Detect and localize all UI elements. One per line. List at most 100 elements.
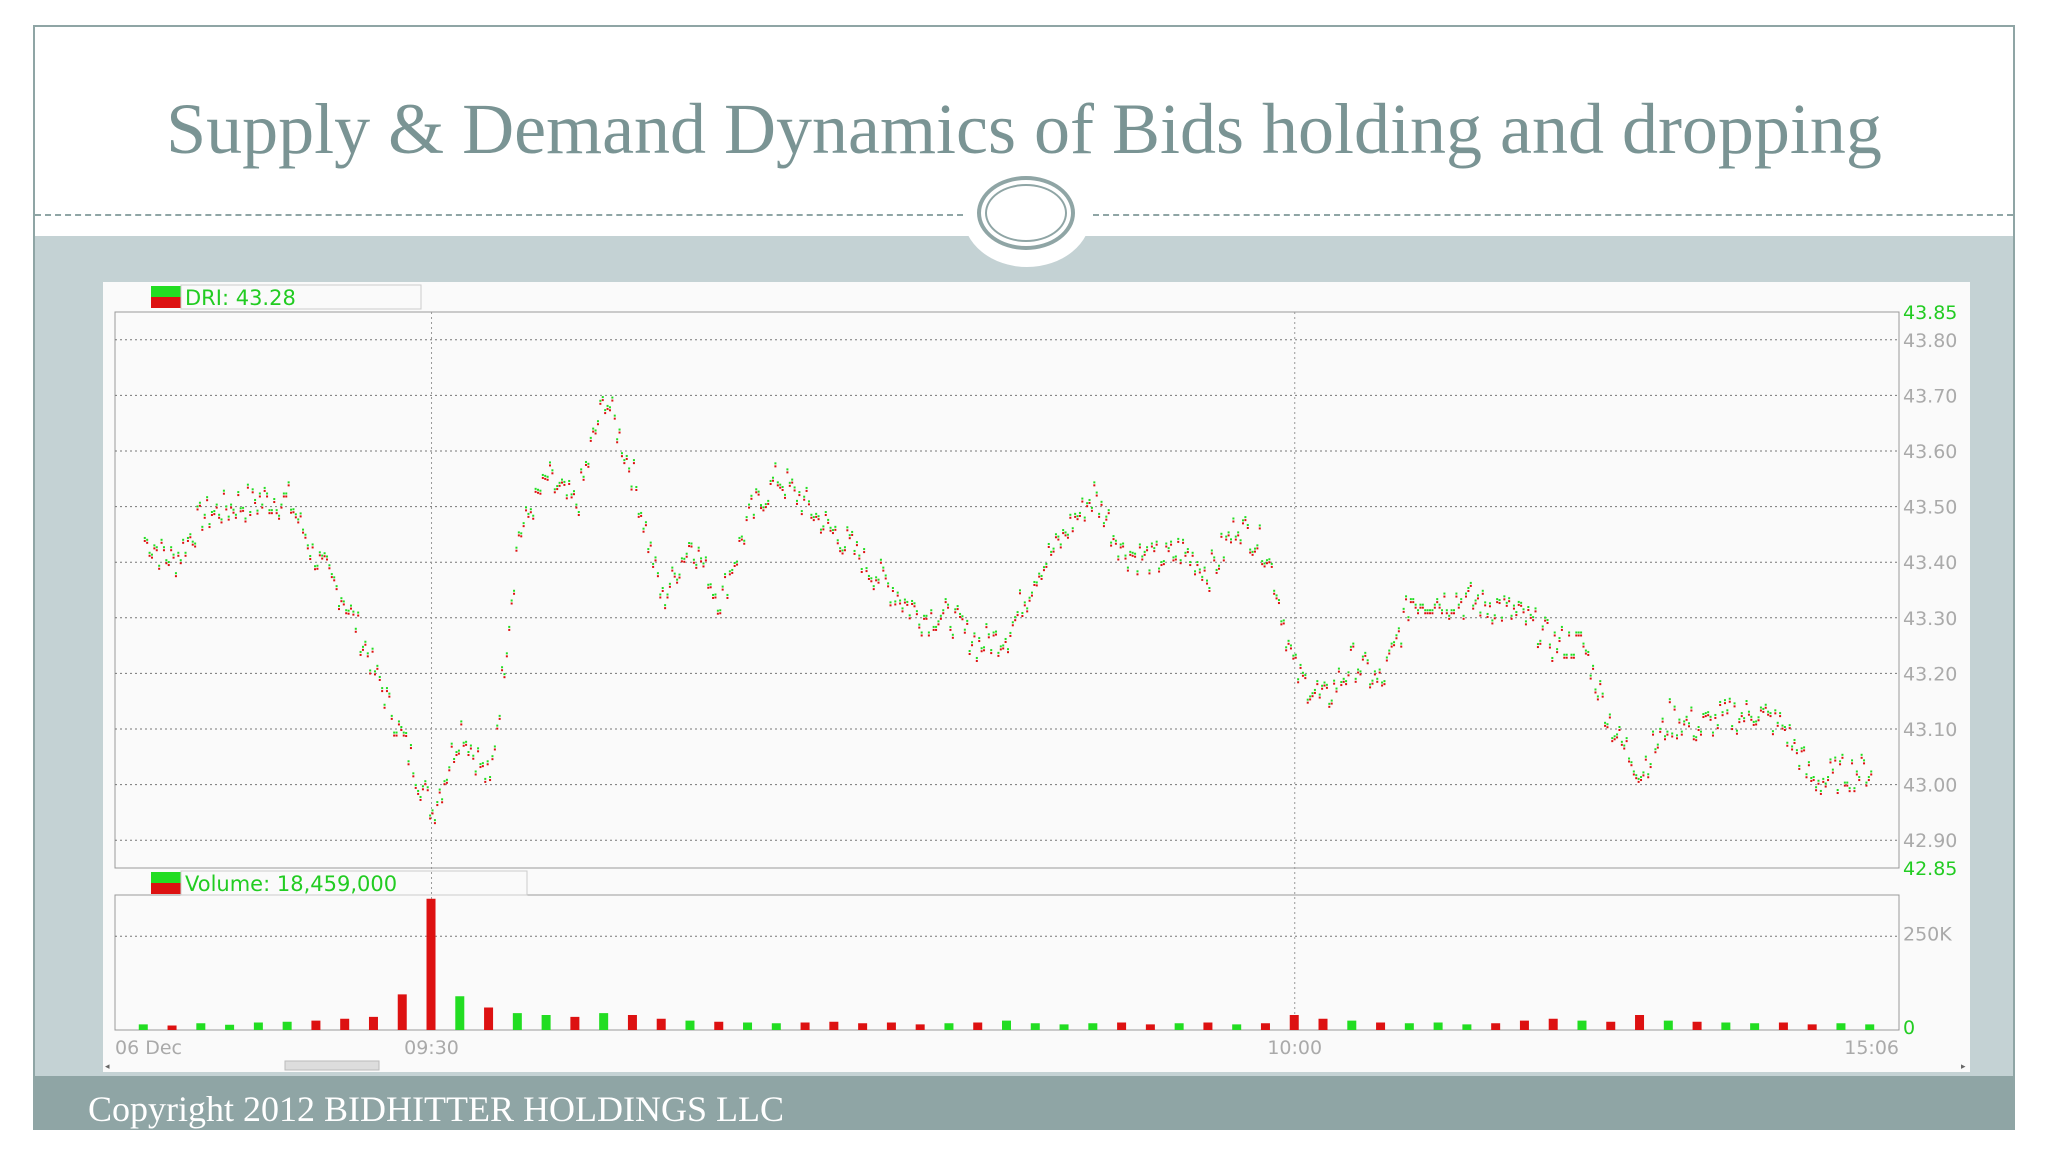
price-point-bid — [829, 526, 832, 529]
price-point-ask — [930, 612, 933, 615]
price-tick-label: 42.85 — [1903, 858, 1957, 880]
price-point-ask — [712, 596, 715, 599]
price-point-bid — [469, 744, 472, 747]
price-point-ask — [834, 528, 837, 531]
price-point-ask — [1208, 590, 1211, 592]
price-point-ask — [1577, 634, 1580, 637]
price-point-ask — [911, 602, 914, 605]
price-point-bid — [1774, 709, 1777, 712]
price-point-ask — [1800, 750, 1803, 753]
price-point-bid — [342, 600, 345, 603]
price-point-ask — [1863, 762, 1866, 765]
price-point-bid — [278, 514, 281, 517]
price-point-ask — [256, 512, 259, 515]
price-point-ask — [299, 515, 302, 518]
price-point-ask — [1455, 595, 1458, 598]
price-point-ask — [1469, 584, 1472, 587]
price-point-bid — [987, 633, 990, 636]
volume-bar — [886, 1022, 896, 1030]
price-point-ask — [865, 570, 868, 573]
price-point-bid — [445, 778, 448, 781]
price-point-bid — [1834, 756, 1837, 759]
price-point-ask — [853, 552, 856, 555]
price-point-bid — [381, 687, 384, 690]
price-point-bid — [1532, 616, 1535, 619]
price-point-bid — [721, 585, 724, 588]
price-point-ask — [326, 558, 329, 561]
price-point-ask — [491, 758, 494, 761]
price-point-bid — [1405, 595, 1408, 598]
price-point-ask — [1275, 597, 1278, 600]
price-point-bid — [1589, 674, 1592, 677]
price-point-ask — [1038, 575, 1041, 578]
price-point-ask — [179, 562, 182, 565]
price-point-ask — [580, 471, 583, 474]
price-point-bid — [995, 630, 998, 633]
price-point-bid — [959, 612, 962, 615]
price-point-ask — [949, 628, 952, 631]
price-point-bid — [1383, 680, 1386, 683]
price-point-ask — [570, 496, 573, 499]
price-point-ask — [1795, 752, 1798, 755]
price-point-bid — [330, 573, 333, 576]
price-point-bid — [1361, 655, 1364, 658]
price-point-bid — [1575, 631, 1578, 634]
price-point-ask — [822, 528, 825, 531]
volume-legend-swatch-down — [151, 883, 181, 894]
price-point-bid — [1604, 721, 1607, 724]
price-point-ask — [1167, 550, 1170, 553]
price-point-bid — [1551, 656, 1554, 659]
price-point-bid — [1469, 581, 1472, 584]
scroll-left-arrow-icon[interactable]: ◂ — [105, 1062, 110, 1072]
price-point-bid — [903, 598, 906, 601]
price-point-ask — [1788, 727, 1791, 730]
price-point-bid — [1323, 681, 1326, 684]
price-point-ask — [623, 462, 626, 465]
price-point-ask — [1093, 484, 1096, 487]
price-point-bid — [1740, 712, 1743, 715]
price-point-ask — [412, 775, 415, 778]
price-point-bid — [817, 515, 820, 518]
price-point-bid — [402, 731, 405, 734]
scrollbar-thumb[interactable] — [284, 1060, 380, 1071]
price-point-ask — [1460, 601, 1463, 604]
price-point-ask — [776, 484, 779, 487]
price-point-bid — [652, 562, 655, 565]
volume-bar — [599, 1013, 609, 1030]
price-point-ask — [951, 636, 954, 639]
volume-bar — [1548, 1018, 1558, 1030]
price-point-ask — [1011, 624, 1014, 627]
price-point-ask — [455, 754, 458, 757]
price-point-bid — [1227, 531, 1230, 534]
price-point-bid — [1843, 781, 1846, 784]
price-point-bid — [285, 492, 288, 495]
price-point-bid — [1071, 527, 1074, 530]
x-tick-label: 09:30 — [404, 1037, 459, 1059]
price-point-ask — [232, 511, 235, 514]
volume-bar — [1462, 1024, 1472, 1030]
volume-bar — [944, 1023, 954, 1030]
price-point-bid — [1827, 776, 1830, 779]
price-point-bid — [1114, 539, 1117, 542]
price-point-ask — [1484, 604, 1487, 607]
price-point-bid — [1009, 631, 1012, 634]
price-point-bid — [1330, 699, 1333, 702]
price-point-ask — [781, 488, 784, 491]
price-point-ask — [906, 603, 909, 606]
price-point-ask — [1033, 583, 1036, 586]
price-point-ask — [1066, 536, 1069, 539]
price-point-ask — [1230, 541, 1232, 544]
price-point-bid — [668, 582, 671, 585]
price-point-bid — [160, 538, 163, 541]
volume-bar — [1203, 1022, 1213, 1030]
scroll-right-arrow-icon[interactable]: ▸ — [1961, 1062, 1966, 1072]
price-point-bid — [1385, 656, 1388, 659]
price-point-bid — [1126, 566, 1129, 569]
price-point-bid — [867, 574, 870, 577]
price-point-bid — [438, 788, 441, 791]
price-point-ask — [1668, 701, 1671, 704]
price-point-bid — [203, 513, 206, 516]
price-point-bid — [834, 525, 837, 528]
price-point-bid — [1074, 512, 1077, 515]
price-point-ask — [282, 495, 285, 498]
